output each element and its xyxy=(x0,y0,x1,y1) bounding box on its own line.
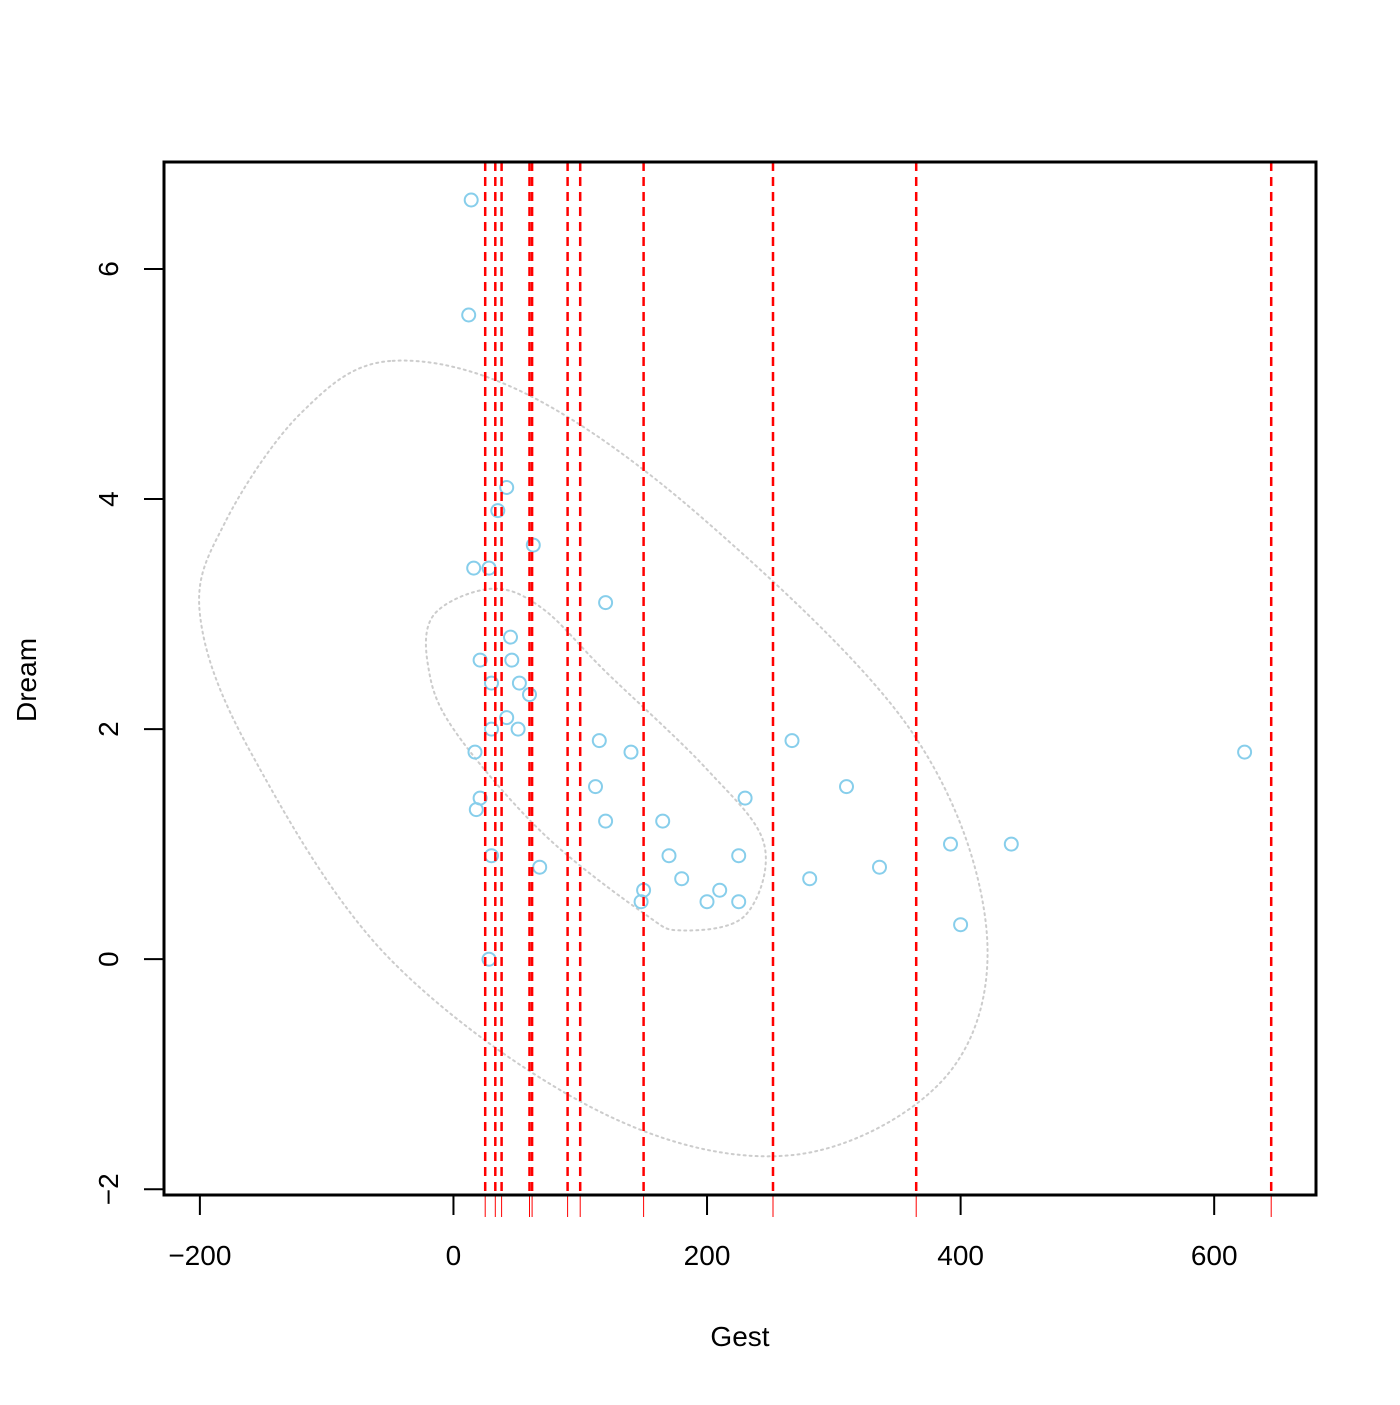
data-point xyxy=(499,480,515,495)
data-point xyxy=(699,894,715,910)
data-point xyxy=(468,802,484,818)
data-point xyxy=(504,652,520,668)
y-tick-label: 6 xyxy=(93,261,124,277)
y-tick-label: 0 xyxy=(93,951,124,967)
y-tick-label: −2 xyxy=(93,1173,124,1205)
data-point xyxy=(737,790,753,806)
data-point xyxy=(511,675,527,691)
y-tick-label: 2 xyxy=(93,721,124,737)
confidence-ellipses xyxy=(198,359,989,1158)
y-axis: −2 0 2 4 6 xyxy=(93,261,164,1205)
x-tick-label: 200 xyxy=(684,1240,731,1271)
data-points xyxy=(461,192,1253,967)
data-point xyxy=(661,848,677,864)
data-point xyxy=(472,652,488,668)
data-point xyxy=(1237,744,1253,760)
data-point xyxy=(655,813,671,829)
data-point xyxy=(731,894,747,910)
data-point xyxy=(598,813,614,829)
data-point xyxy=(499,710,515,726)
data-point xyxy=(510,721,526,737)
confidence-ellipse-2 xyxy=(424,587,767,932)
x-tick-label: 0 xyxy=(446,1240,462,1271)
confidence-ellipse-1 xyxy=(198,359,989,1158)
data-point xyxy=(839,779,854,795)
data-point xyxy=(532,859,548,875)
data-point xyxy=(463,192,479,208)
data-point xyxy=(633,894,649,910)
plot-frame xyxy=(162,160,1318,1197)
data-point xyxy=(461,307,477,323)
data-point xyxy=(784,733,800,749)
data-point xyxy=(484,721,499,737)
x-tick-label: −200 xyxy=(168,1240,231,1271)
data-point xyxy=(467,744,483,760)
data-point xyxy=(674,871,690,887)
y-axis-label: Dream xyxy=(11,638,42,722)
data-point xyxy=(1003,836,1019,852)
data-point xyxy=(872,859,887,875)
data-point xyxy=(484,675,499,691)
data-point xyxy=(943,836,958,852)
reference-lines xyxy=(483,162,1273,1217)
data-point xyxy=(623,744,639,760)
x-axis-label: Gest xyxy=(710,1321,769,1352)
data-point xyxy=(466,560,482,576)
data-point xyxy=(731,848,747,864)
data-point xyxy=(598,595,614,611)
data-point xyxy=(490,503,506,519)
data-point xyxy=(591,733,607,749)
data-point xyxy=(503,629,518,645)
x-tick-label: 400 xyxy=(937,1240,984,1271)
data-point xyxy=(712,882,728,898)
x-tick-label: 600 xyxy=(1191,1240,1238,1271)
x-axis: −200 0 200 400 600 xyxy=(168,1194,1238,1271)
y-tick-label: 4 xyxy=(93,491,124,507)
data-point xyxy=(588,779,603,795)
data-point xyxy=(802,871,818,887)
data-point xyxy=(953,917,969,933)
